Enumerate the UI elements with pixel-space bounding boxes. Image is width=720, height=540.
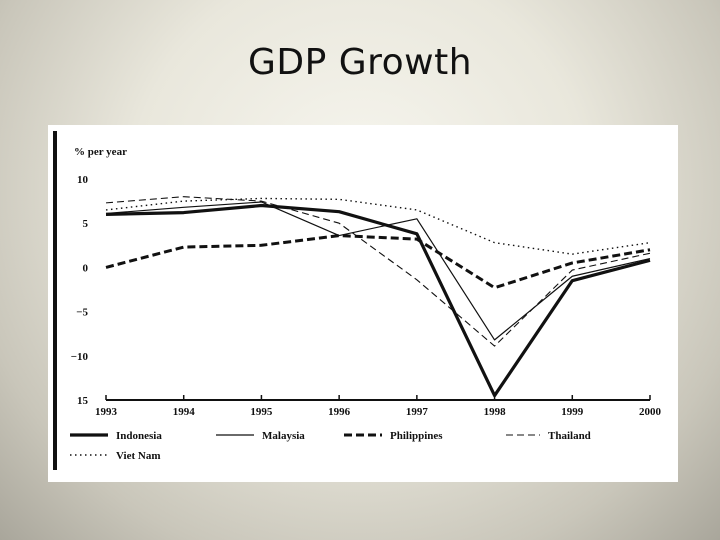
x-tick-label: 1997: [406, 406, 429, 418]
gdp-line-chart: % per year 1993 1994 1995 1996 1997 1998 1999 2…: [53, 131, 662, 470]
y-tick-label: 5: [83, 218, 89, 230]
series-layer: [105, 196, 651, 398]
x-tick-label: 1998: [484, 406, 507, 418]
y-tick-label: 15: [77, 395, 89, 407]
x-tick-label: 1994: [173, 406, 196, 418]
slide-title: GDP Growth: [247, 42, 473, 83]
x-tick-label: 1993: [95, 406, 118, 418]
legend-label: Thailand: [548, 430, 591, 442]
series-line-malaysia: [105, 201, 651, 341]
x-tick-label: 2000: [639, 406, 662, 418]
y-tick-label: −10: [71, 351, 89, 363]
legend-label: Indonesia: [116, 430, 162, 442]
series-line-philippines: [105, 234, 651, 290]
y-tick-label: 10: [77, 174, 89, 186]
legend-label: Philippines: [390, 430, 443, 442]
series-line-thailand: [105, 196, 651, 347]
legend-label: Viet Nam: [116, 450, 161, 462]
legend: Indonesia Malaysia Philippines Thailand Viet…: [70, 430, 591, 462]
chart-frame: % per year 1993 1994 1995 1996 1997 1998 1999 2…: [48, 125, 678, 482]
y-tick-label: 0: [83, 262, 89, 274]
x-tick-label: 1999: [561, 406, 584, 418]
x-tick-label: 1995: [250, 406, 273, 418]
y-axis-label: % per year: [74, 146, 127, 158]
y-tick-label: −5: [76, 307, 88, 319]
axes: 1993 1994 1995 1996 1997 1998 1999 2000 10 5 0 −5 −1…: [71, 174, 662, 418]
x-tick-label: 1996: [328, 406, 351, 418]
series-line-indonesia: [105, 203, 651, 398]
series-line-viet-nam: [105, 197, 651, 255]
legend-label: Malaysia: [262, 430, 305, 442]
